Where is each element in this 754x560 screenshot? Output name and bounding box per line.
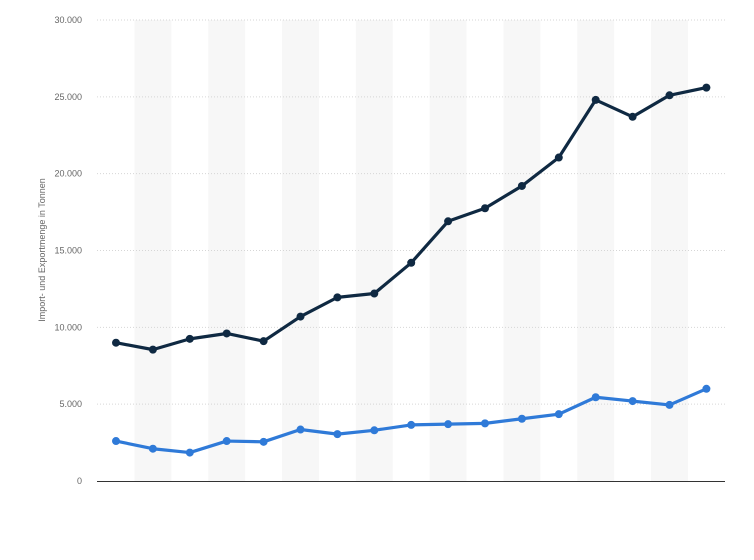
- column-band: [503, 20, 541, 481]
- data-point-series-2[interactable]: [665, 400, 674, 409]
- y-tick-label: 25.000: [54, 92, 82, 102]
- y-tick-label: 15.000: [54, 246, 82, 256]
- series-lines: [114, 86, 709, 455]
- series-line-1: [114, 86, 709, 352]
- data-point-series-2[interactable]: [259, 437, 268, 446]
- data-point-series-2[interactable]: [370, 426, 379, 435]
- y-tick-label: 30.000: [54, 15, 82, 25]
- data-point-series-2[interactable]: [112, 437, 120, 446]
- data-point-series-1[interactable]: [185, 334, 194, 343]
- y-tick-label: 10.000: [54, 322, 82, 332]
- data-point-series-2[interactable]: [444, 420, 453, 429]
- y-tick-label: 5.000: [59, 399, 82, 409]
- data-point-series-1[interactable]: [407, 258, 416, 267]
- y-tick-label: 20.000: [54, 169, 82, 179]
- data-point-series-2[interactable]: [481, 419, 489, 428]
- data-point-series-1[interactable]: [296, 312, 305, 321]
- gridlines: [97, 19, 725, 405]
- data-point-series-1[interactable]: [222, 329, 231, 338]
- data-point-series-1[interactable]: [628, 112, 637, 121]
- data-point-series-2[interactable]: [628, 397, 637, 406]
- column-band: [134, 20, 172, 481]
- data-point-series-1[interactable]: [333, 293, 342, 302]
- data-point-series-1[interactable]: [112, 338, 120, 347]
- data-point-series-1[interactable]: [591, 95, 600, 104]
- data-point-series-2[interactable]: [148, 444, 157, 453]
- data-point-series-1[interactable]: [444, 217, 453, 226]
- data-point-series-1[interactable]: [554, 153, 563, 162]
- data-point-series-2[interactable]: [333, 430, 342, 439]
- series-points: [112, 83, 711, 457]
- data-point-series-2[interactable]: [591, 393, 600, 402]
- y-axis-ticks: 0 5.000 10.000 15.000 20.000 25.000 30.000: [54, 15, 82, 486]
- data-point-series-1[interactable]: [148, 345, 157, 354]
- data-point-series-2[interactable]: [296, 425, 305, 434]
- data-point-series-1[interactable]: [370, 289, 379, 298]
- data-point-series-2[interactable]: [517, 414, 526, 423]
- data-point-series-2[interactable]: [185, 448, 194, 457]
- data-point-series-1[interactable]: [259, 337, 268, 346]
- data-point-series-2[interactable]: [554, 410, 563, 419]
- data-point-series-1[interactable]: [481, 204, 489, 213]
- data-point-series-1[interactable]: [665, 91, 674, 100]
- y-tick-label: 0: [77, 476, 82, 486]
- data-point-series-2[interactable]: [222, 437, 231, 446]
- data-point-series-2[interactable]: [407, 420, 416, 429]
- data-point-series-1[interactable]: [702, 83, 711, 92]
- series-line-2: [114, 387, 709, 455]
- y-axis-title: Import- und Exportmenge in Tonnen: [37, 178, 47, 321]
- data-point-series-2[interactable]: [702, 384, 711, 393]
- data-point-series-1[interactable]: [517, 181, 526, 190]
- column-band: [282, 20, 319, 481]
